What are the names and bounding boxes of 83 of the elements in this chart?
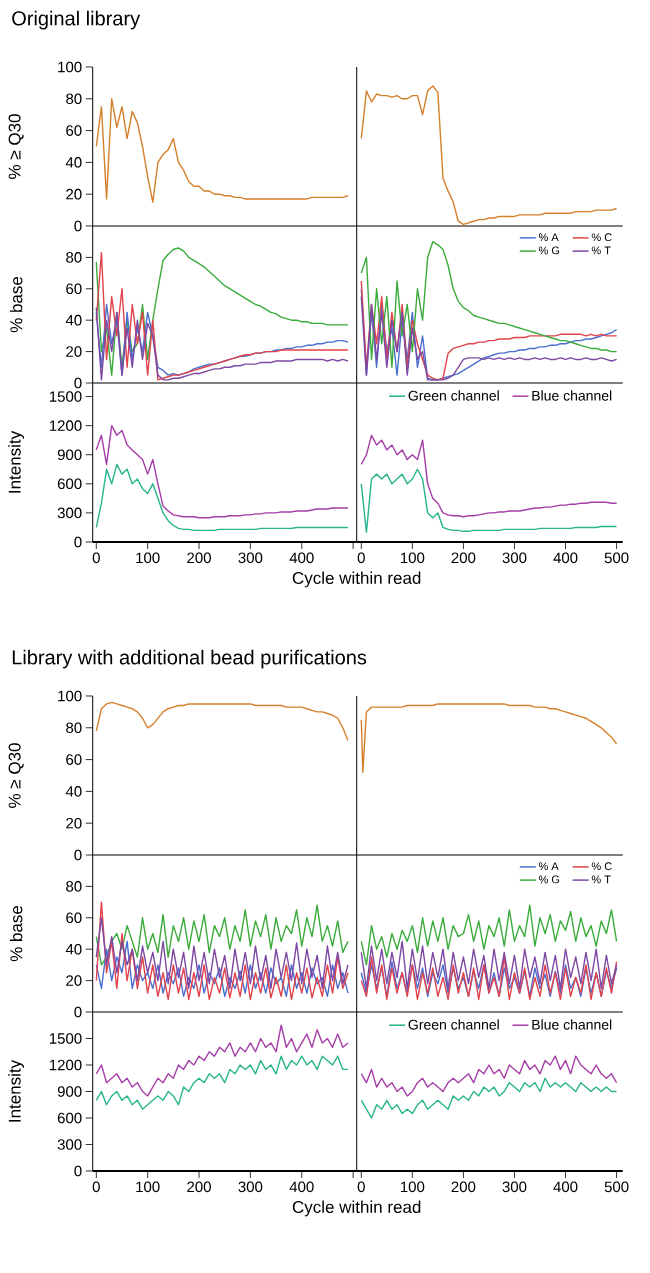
x-tick-label: 0 [357, 1181, 365, 1193]
line-series [95, 901, 349, 1001]
y-tick-label: 80 [66, 252, 82, 263]
y-tick-label: 100 [58, 61, 82, 73]
y-tick-label: 0 [74, 220, 82, 232]
x-tick-label: 300 [502, 552, 527, 564]
x-tick-label: 100 [400, 552, 425, 564]
x-tick-label: 200 [187, 1181, 211, 1193]
y-tick-label: 80 [66, 93, 82, 105]
line-series [95, 904, 349, 966]
y-tick-label: 40 [65, 786, 82, 797]
y-tick-label: 600 [57, 1112, 82, 1124]
y-tick-label: 40 [65, 157, 82, 168]
x-tick-label: 0 [357, 552, 365, 564]
y-tick-label: 1200 [49, 1059, 82, 1071]
y-tick-label: 0 [74, 849, 82, 861]
legend-label: % T [591, 875, 611, 884]
legend-label: % G [538, 875, 560, 884]
y-tick-label: 300 [57, 1139, 82, 1150]
legend-label: % A [538, 862, 559, 871]
line-series [95, 1055, 349, 1110]
y-tick-label: 1500 [49, 1033, 82, 1044]
x-tick-label: 400 [553, 552, 578, 564]
x-tick-label: 0 [92, 552, 100, 564]
y-tick-label: 0 [74, 377, 82, 389]
y-tick-label: 60 [66, 283, 82, 295]
y-axis-title: % ≥ Q30 [8, 743, 24, 808]
x-tick-label: 100 [136, 552, 160, 564]
y-tick-label: 600 [57, 478, 82, 490]
x-axis-title: Cycle within read [292, 1200, 421, 1217]
legend-label: % A [538, 233, 559, 242]
x-tick-label: 500 [604, 1181, 629, 1193]
y-axis-title: % base [9, 905, 23, 962]
x-tick-label: 200 [451, 552, 476, 564]
x-tick-label: 100 [400, 1181, 425, 1193]
legend-label: % G [538, 246, 560, 255]
legend-label: Green channel [408, 390, 499, 401]
y-tick-label: 60 [66, 912, 82, 924]
y-tick-label: 900 [57, 449, 82, 461]
x-tick-label: 300 [238, 1181, 263, 1193]
y-tick-label: 0 [74, 536, 82, 548]
y-tick-label: 300 [57, 507, 82, 519]
y-tick-label: 80 [66, 881, 82, 892]
x-tick-label: 400 [289, 552, 314, 564]
legend-label: Blue channel [532, 390, 612, 401]
y-tick-label: 20 [66, 975, 82, 986]
x-tick-label: 200 [451, 1181, 476, 1193]
legend-label: Green channel [408, 1019, 499, 1030]
x-tick-label: 500 [604, 552, 629, 564]
y-tick-label: 60 [66, 125, 82, 136]
y-tick-label: 20 [66, 817, 82, 829]
x-tick-label: 400 [553, 1181, 578, 1193]
legend-label: % T [591, 246, 611, 255]
y-tick-label: 40 [65, 943, 82, 955]
y-tick-label: 900 [57, 1086, 82, 1097]
legend-label: Blue channel [532, 1019, 612, 1030]
x-tick-label: 0 [92, 1181, 100, 1193]
y-tick-label: 40 [65, 314, 82, 326]
chart-title: Library with additional bead purifications [12, 649, 367, 669]
y-axis-title: % base [9, 276, 23, 333]
y-axis-title: % ≥ Q30 [8, 114, 24, 179]
legend-label: % C [591, 862, 612, 871]
y-tick-label: 100 [58, 690, 82, 702]
y-axis-title: Intensity [8, 430, 25, 493]
y-tick-label: 1200 [49, 420, 82, 431]
line-series [95, 917, 349, 990]
y-tick-label: 1500 [49, 391, 82, 402]
x-tick-label: 300 [502, 1181, 527, 1193]
x-axis-title: Cycle within read [292, 571, 421, 588]
y-tick-label: 80 [66, 722, 82, 734]
y-tick-label: 20 [66, 346, 82, 357]
x-tick-label: 200 [187, 552, 211, 564]
x-tick-label: 300 [238, 552, 263, 564]
legend-label: % C [591, 233, 612, 242]
line-series [95, 940, 349, 997]
y-tick-label: 0 [74, 1165, 82, 1177]
y-tick-label: 0 [74, 1006, 82, 1018]
x-tick-label: 100 [136, 1181, 160, 1193]
y-tick-label: 20 [66, 188, 82, 200]
y-tick-label: 60 [66, 754, 82, 765]
chart-title: Original library [12, 10, 141, 30]
x-tick-label: 400 [289, 1181, 314, 1193]
y-axis-title: Intensity [8, 1059, 25, 1122]
